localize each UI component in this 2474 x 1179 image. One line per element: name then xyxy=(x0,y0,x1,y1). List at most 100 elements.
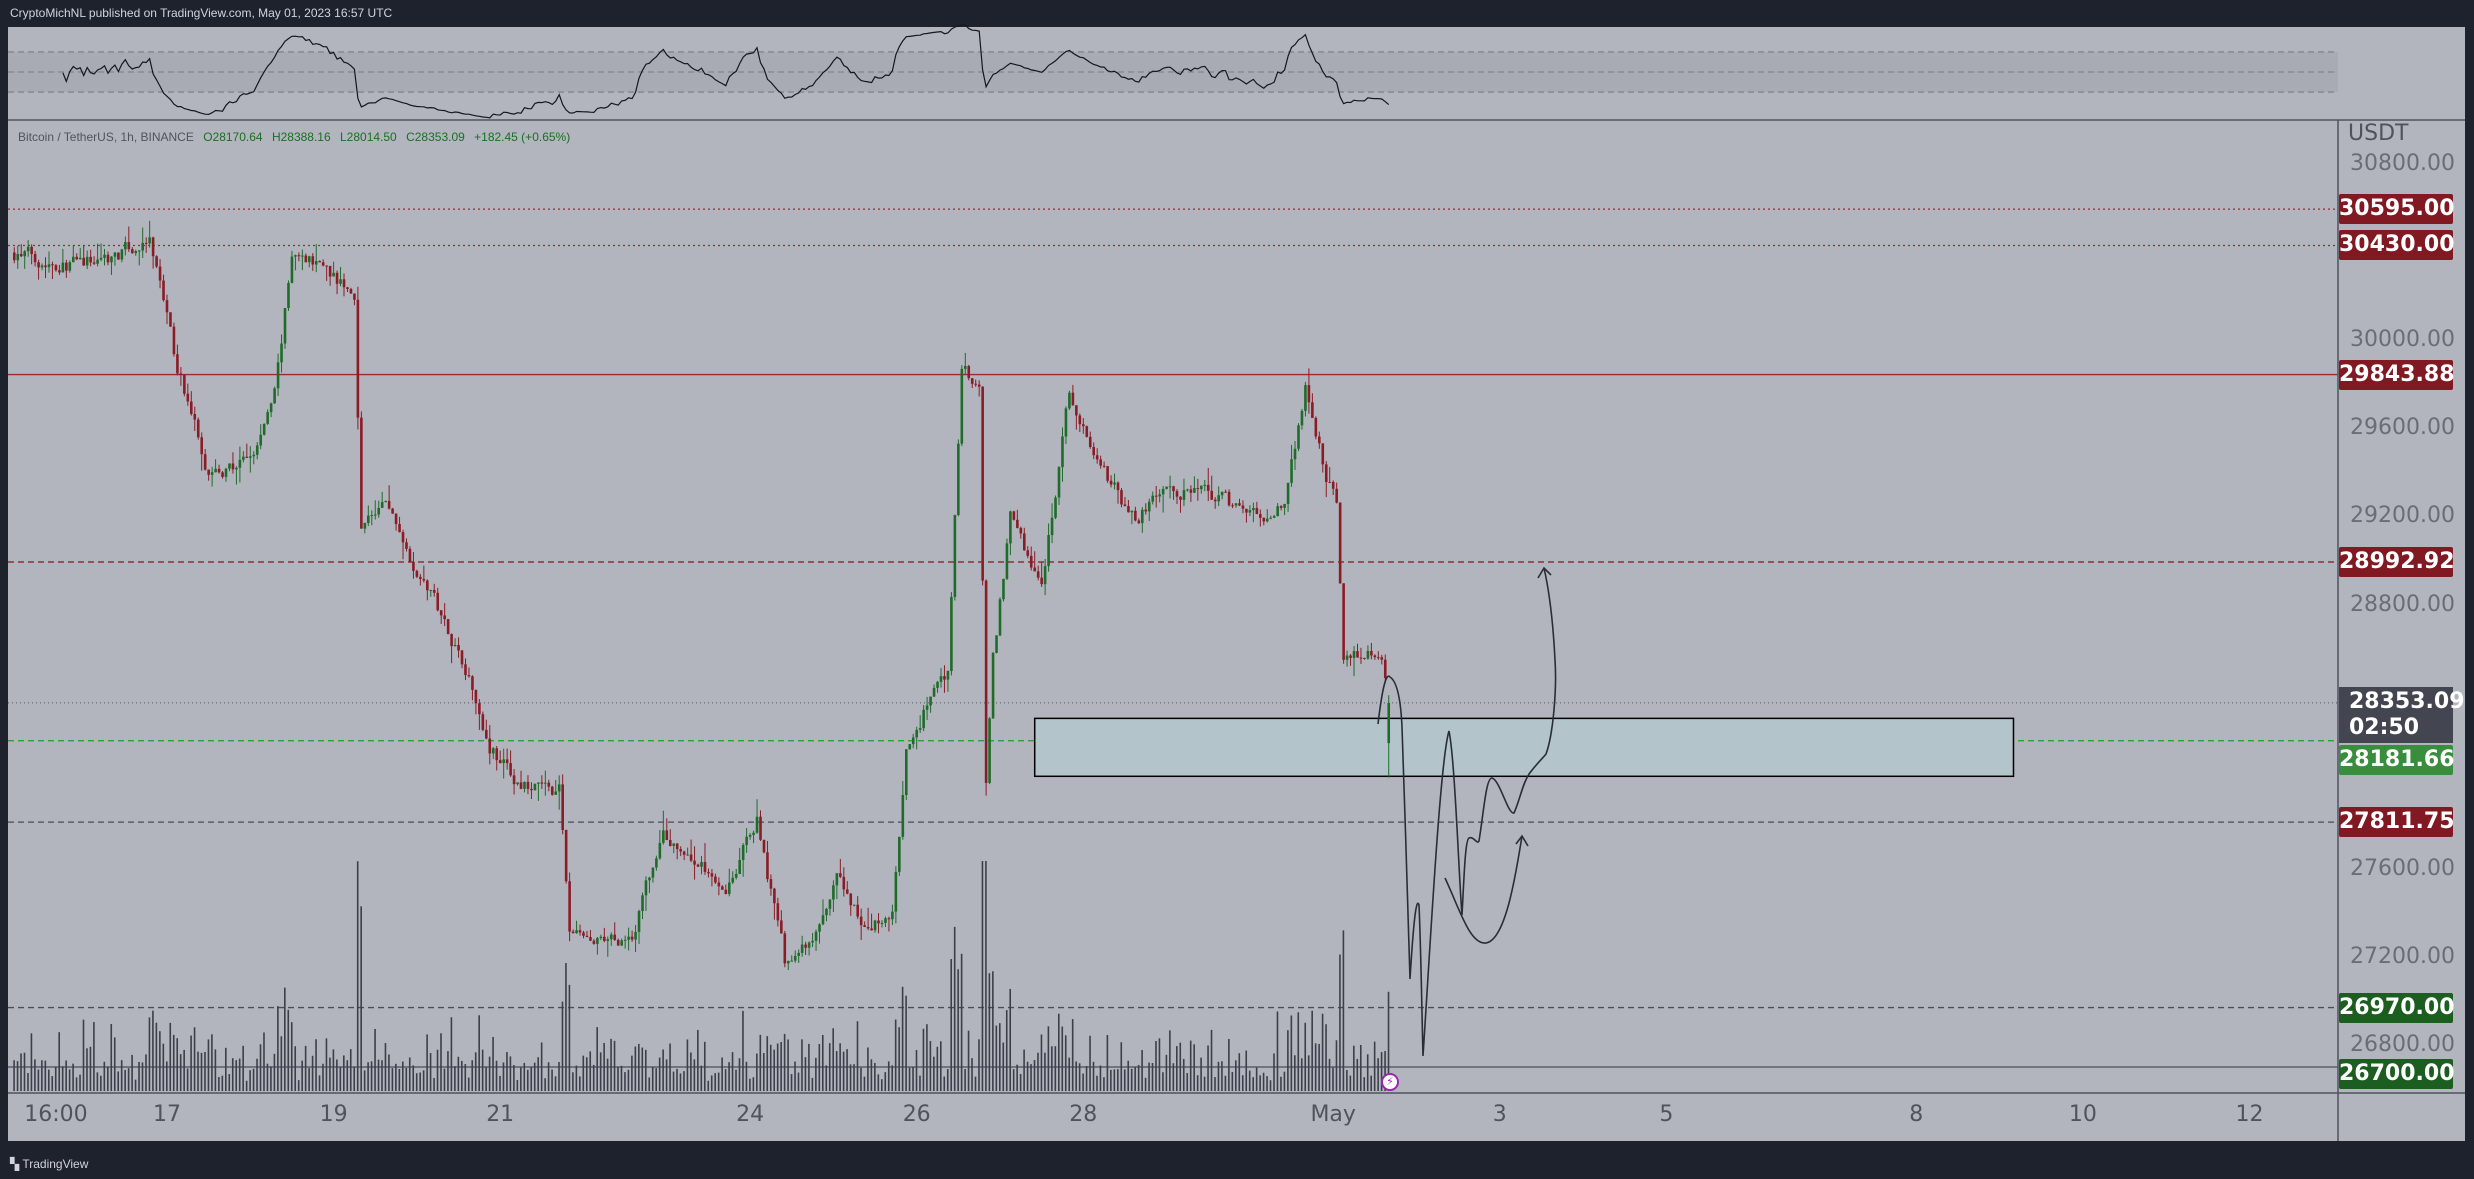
candle-body xyxy=(682,851,686,855)
volume-bar xyxy=(20,1053,22,1091)
candle-body xyxy=(1383,659,1387,679)
time-tick: 26 xyxy=(902,1102,931,1127)
candle-body xyxy=(283,308,287,344)
candle-body xyxy=(1366,650,1370,659)
candle-body xyxy=(918,728,922,730)
volume-bar xyxy=(433,1078,435,1091)
volume-bar xyxy=(1384,1051,1386,1091)
volume-bar xyxy=(23,1052,26,1091)
candle-body xyxy=(1331,482,1335,489)
candle-body xyxy=(1057,467,1061,498)
candle-body xyxy=(426,580,429,591)
candle-body xyxy=(1151,495,1155,502)
volume-bar xyxy=(1387,991,1390,1091)
volume-bar xyxy=(565,963,567,1091)
forecast-path-main xyxy=(1377,567,1557,1057)
candle-body xyxy=(245,456,249,458)
volume-bar xyxy=(589,1051,592,1091)
volume-bar xyxy=(68,1069,71,1091)
candle-body xyxy=(967,366,971,379)
candle-body xyxy=(1085,426,1089,437)
candle-body xyxy=(342,279,346,288)
volume-bar xyxy=(58,1032,61,1091)
volume-bar xyxy=(658,1057,661,1091)
volume-bar xyxy=(790,1074,793,1091)
candle-body xyxy=(637,911,641,932)
volume-bar xyxy=(1380,1052,1383,1091)
candle-body xyxy=(1210,490,1214,500)
candle-body xyxy=(828,899,832,909)
candle-body xyxy=(384,500,387,503)
volume-bar xyxy=(749,1078,751,1091)
volume-bar xyxy=(818,1044,821,1091)
volume-bar xyxy=(745,1061,748,1091)
candle-body xyxy=(922,709,925,729)
candle-body xyxy=(509,763,512,776)
volume-bar xyxy=(259,1044,262,1091)
volume-bar xyxy=(1141,1050,1143,1091)
volume-bar xyxy=(311,1055,314,1091)
volume-bar xyxy=(742,1010,744,1091)
candle-body xyxy=(1095,455,1099,460)
volume-bar xyxy=(367,1062,369,1091)
candle-body xyxy=(301,255,304,257)
candle-body xyxy=(40,265,44,268)
candle-body xyxy=(1241,505,1245,509)
candle-body xyxy=(835,873,839,886)
candle-body xyxy=(1311,402,1314,419)
volume-bar xyxy=(1311,1010,1313,1091)
candle-body xyxy=(1206,484,1210,491)
candle-body xyxy=(932,687,936,697)
volume-bar xyxy=(703,1041,706,1091)
volume-bar xyxy=(415,1073,418,1091)
tradingview-logo[interactable]: ▚ TradingView xyxy=(10,1157,88,1171)
candle-body xyxy=(1387,702,1391,744)
volume-bar xyxy=(676,1068,678,1091)
candle-body xyxy=(377,507,381,515)
volume-bar xyxy=(1290,1015,1293,1091)
volume-bar xyxy=(252,1068,255,1091)
candle-body xyxy=(356,299,360,418)
candle-body xyxy=(1352,651,1356,658)
candle-body xyxy=(401,532,405,543)
volume-bar xyxy=(297,1080,300,1091)
volume-bar xyxy=(398,1068,401,1091)
candle-body xyxy=(210,472,214,475)
candle-body xyxy=(859,916,863,926)
volume-bar xyxy=(1075,1061,1077,1091)
volume-bar xyxy=(752,1077,755,1091)
price-tick: 28800.00 xyxy=(2350,591,2455,617)
volume-bar xyxy=(762,1053,765,1091)
candles xyxy=(12,220,1391,971)
volume-bar xyxy=(815,1057,817,1091)
volume-bar xyxy=(526,1069,529,1091)
volume-bar xyxy=(349,1049,352,1091)
candle-body xyxy=(526,781,530,789)
candle-body xyxy=(141,242,145,251)
candle-body xyxy=(557,784,561,792)
volume-bar xyxy=(72,1063,74,1091)
candle-body xyxy=(616,939,620,946)
candle-body xyxy=(1043,566,1047,585)
volume-bar xyxy=(1002,1042,1005,1091)
candle-body xyxy=(1213,499,1217,502)
volume-bar xyxy=(214,1049,217,1091)
volume-bar xyxy=(964,1069,966,1091)
volume-bar xyxy=(474,1052,477,1091)
candle-body xyxy=(1078,415,1082,425)
candle-body xyxy=(318,261,322,263)
volume-bar xyxy=(530,1067,533,1091)
candle-body xyxy=(1356,651,1359,658)
lightning-event-icon[interactable]: ⚡ xyxy=(1381,1073,1399,1091)
candle-body xyxy=(880,922,884,924)
volume-bar xyxy=(988,973,991,1091)
candle-body xyxy=(707,871,710,874)
volume-bar xyxy=(103,1061,106,1091)
candle-body xyxy=(339,279,342,284)
candle-body xyxy=(1290,459,1293,483)
candle-body xyxy=(238,459,242,468)
volume-bar xyxy=(197,1051,199,1091)
volume-bar xyxy=(662,1049,664,1091)
volume-bar xyxy=(939,1041,942,1091)
